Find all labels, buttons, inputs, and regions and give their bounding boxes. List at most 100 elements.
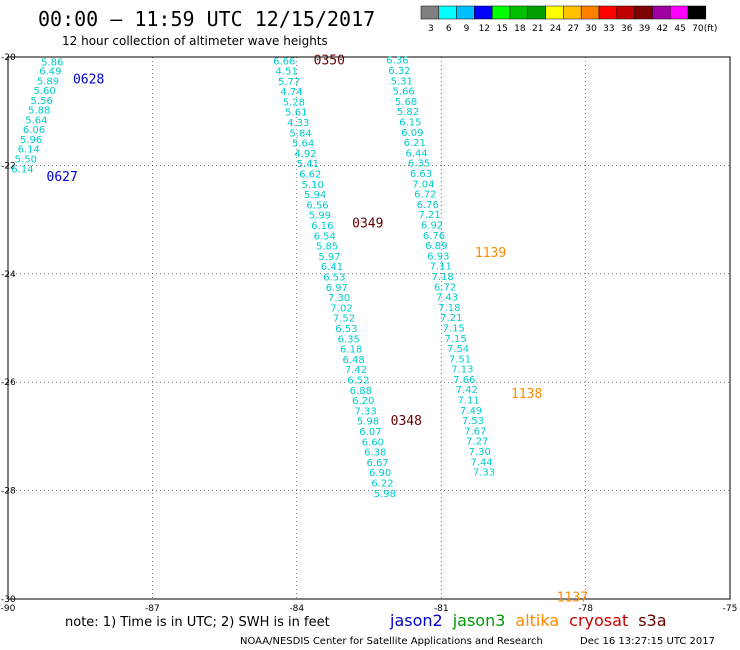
wave-height-value: 4.51	[276, 67, 298, 78]
wave-height-value: 6.53	[335, 324, 357, 335]
wave-height-value: 5.85	[316, 242, 338, 253]
wave-height-value: 7.18	[432, 272, 454, 283]
wave-height-value: 7.33	[473, 468, 495, 479]
scale-swatch	[652, 5, 671, 20]
scale-unit: (ft)	[704, 24, 718, 34]
wave-height-value: 7.04	[412, 179, 434, 190]
scale-label: 45	[674, 24, 685, 34]
x-tick-label: -84	[289, 604, 304, 614]
wave-height-value: 5.64	[292, 139, 314, 150]
wave-height-value: 7.67	[464, 426, 486, 437]
scale-swatch	[474, 5, 493, 20]
y-tick-label: -22	[1, 161, 16, 171]
scale-label: 39	[639, 24, 651, 34]
pass-time-label: 0348	[391, 414, 422, 429]
y-tick-label: -20	[1, 53, 16, 63]
wave-height-value: 5.84	[290, 128, 312, 139]
wave-height-value: 5.68	[395, 97, 417, 108]
wave-height-value: 6.41	[321, 262, 343, 273]
wave-height-value: 6.93	[427, 251, 449, 262]
pass-time-label: 1139	[475, 246, 506, 261]
wave-height-value: 7.44	[470, 457, 492, 468]
scale-swatch	[438, 5, 457, 20]
y-tick-label: -26	[1, 378, 16, 388]
scale-label: 24	[550, 24, 562, 34]
scale-label: 42	[657, 24, 668, 34]
scale-label: 27	[568, 24, 579, 34]
wave-height-value: 5.61	[285, 108, 307, 119]
wave-height-value: 5.94	[304, 190, 326, 201]
pass-time-label: 1138	[511, 387, 542, 402]
scale-swatch	[687, 5, 707, 20]
pass-time-label: 1137	[557, 590, 588, 605]
wave-height-value: 7.52	[333, 314, 355, 325]
wave-height-value: 6.54	[314, 231, 336, 242]
wave-height-value: 5.98	[357, 417, 379, 428]
x-tick-label: -75	[723, 604, 738, 614]
wave-height-value: 6.63	[410, 169, 432, 180]
wave-height-value: 7.51	[449, 354, 471, 365]
wave-height-value: 6.76	[417, 200, 439, 211]
wave-height-value: 6.92	[421, 220, 443, 231]
chart-title: 00:00 – 11:59 UTC 12/15/2017	[38, 7, 375, 31]
wave-height-value: 6.21	[404, 138, 426, 149]
plot-frame	[7, 56, 731, 600]
wave-height-value: 7.21	[440, 313, 462, 324]
wave-height-value: 6.48	[342, 355, 364, 366]
wave-height-value: 5.98	[374, 489, 396, 500]
wave-height-value: 5.10	[302, 180, 324, 191]
pass-time-labels: 0628 0627 0350 0349 0348 1139 1138 1137	[47, 54, 589, 606]
wave-height-value: 5.99	[309, 211, 331, 222]
scale-swatch	[563, 5, 582, 20]
wave-height-value: 5.60	[33, 86, 55, 97]
y-axis-ticks: -20 -22 -24 -26 -28 -30	[1, 53, 16, 605]
wave-height-value: 5.97	[318, 252, 340, 263]
wave-height-value: 5.64	[25, 115, 47, 126]
satellite-legend-altika: altika	[515, 611, 559, 630]
wave-height-value: 7.21	[419, 210, 441, 221]
wave-height-value: 5.86	[41, 57, 63, 68]
wave-height-value: 6.49	[39, 67, 61, 78]
wave-height-value: 6.14	[11, 165, 33, 176]
scale-swatch	[616, 5, 635, 20]
scale-swatch	[634, 5, 653, 20]
wave-height-value: 6.97	[326, 283, 348, 294]
wave-height-value: 6.76	[423, 231, 445, 242]
wave-height-value: 6.56	[306, 200, 328, 211]
wave-height-value: 6.16	[311, 221, 333, 232]
wave-height-value: 6.90	[369, 468, 391, 479]
scale-label: 21	[532, 24, 543, 34]
scale-swatch	[491, 5, 511, 20]
wave-height-value: 5.41	[297, 159, 319, 170]
wave-height-value: 7.33	[354, 406, 376, 417]
wave-height-value: 6.60	[362, 437, 384, 448]
wave-height-value: 7.11	[430, 262, 452, 273]
wave-height-value: 6.36	[386, 56, 408, 67]
wave-height-value: 6.15	[399, 117, 421, 128]
wave-height-value: 6.18	[340, 345, 362, 356]
wave-height-value: 7.49	[460, 406, 482, 417]
wave-height-value: 4.92	[294, 149, 316, 160]
scale-swatch	[545, 5, 564, 20]
wave-height-value: 6.67	[367, 458, 389, 469]
wave-height-value: 6.38	[364, 448, 386, 459]
wave-height-value: 7.27	[466, 437, 488, 448]
wave-height-value: 7.30	[469, 447, 491, 458]
x-tick-label: -81	[434, 604, 449, 614]
wave-height-value: 4.74	[280, 87, 302, 98]
satellite-legend-jason2: jason2	[389, 611, 443, 630]
y-tick-label: -28	[1, 487, 16, 497]
timestamp-text: Dec 16 13:27:15 UTC 2017	[580, 636, 715, 647]
wave-height-value: 7.13	[451, 365, 473, 376]
wave-height-value: 4.33	[287, 118, 309, 129]
scale-swatch	[420, 5, 440, 20]
wave-height-value: 6.72	[434, 282, 456, 293]
wave-height-value: 6.35	[338, 334, 360, 345]
wave-height-value: 7.11	[458, 396, 480, 407]
wave-height-value: 6.52	[347, 375, 369, 386]
pass-time-label: 0627	[47, 170, 78, 185]
wave-height-value: 6.66	[273, 56, 295, 67]
wave-height-value: 7.43	[436, 293, 458, 304]
wave-height-value: 6.20	[352, 396, 374, 407]
wave-height-value: 6.32	[388, 66, 410, 77]
